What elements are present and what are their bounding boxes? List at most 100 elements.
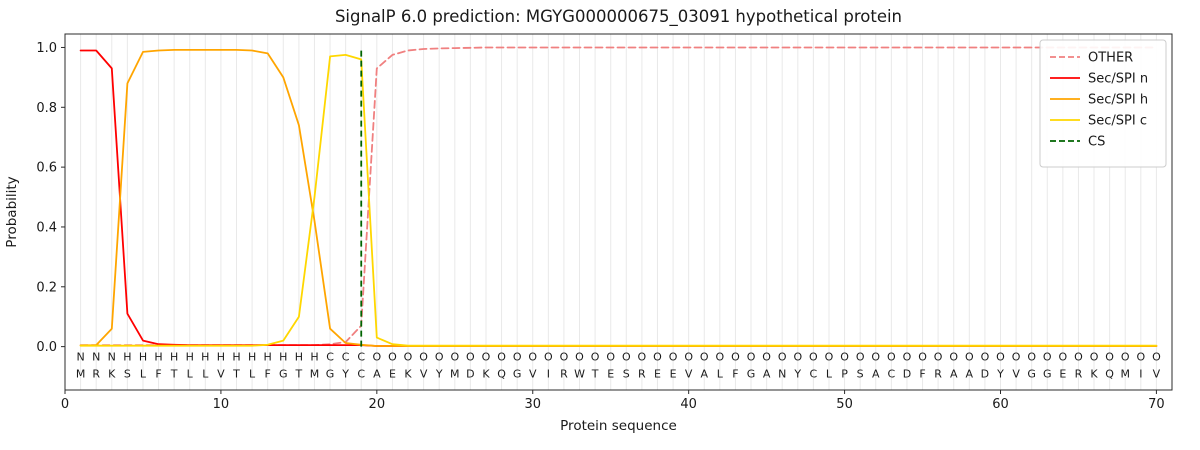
- svg-text:O: O: [482, 351, 491, 364]
- series-line-other: [79, 46, 1158, 346]
- svg-text:O: O: [528, 351, 537, 364]
- series-line-sec-spi-h: [79, 49, 1158, 347]
- svg-text:O: O: [856, 351, 865, 364]
- svg-text:V: V: [1153, 368, 1161, 381]
- svg-text:O: O: [544, 351, 553, 364]
- svg-text:Q: Q: [1105, 368, 1114, 381]
- svg-text:O: O: [669, 351, 678, 364]
- svg-text:Y: Y: [435, 368, 443, 381]
- svg-text:O: O: [809, 351, 818, 364]
- svg-text:O: O: [1090, 351, 1099, 364]
- plot-title: SignalP 6.0 prediction: MGYG000000675_03…: [335, 7, 902, 27]
- svg-text:G: G: [747, 368, 756, 381]
- svg-text:A: A: [950, 368, 958, 381]
- svg-text:40: 40: [680, 397, 697, 412]
- svg-text:F: F: [919, 368, 925, 381]
- svg-text:K: K: [404, 368, 412, 381]
- svg-text:O: O: [1043, 351, 1052, 364]
- svg-text:0: 0: [61, 397, 69, 412]
- svg-text:0.6: 0.6: [36, 161, 57, 176]
- svg-text:H: H: [123, 351, 131, 364]
- svg-text:V: V: [685, 368, 693, 381]
- svg-text:O: O: [918, 351, 927, 364]
- svg-text:O: O: [949, 351, 958, 364]
- svg-text:10: 10: [213, 397, 230, 412]
- svg-text:R: R: [92, 368, 100, 381]
- svg-text:H: H: [232, 351, 240, 364]
- svg-text:L: L: [249, 368, 256, 381]
- legend-label: Sec/SPI n: [1088, 71, 1148, 86]
- y-axis-ticks: 0.0 0.2 0.4 0.6 0.8 1.0: [36, 41, 65, 355]
- svg-text:0.2: 0.2: [36, 280, 57, 295]
- legend-label: Sec/SPI c: [1088, 113, 1147, 128]
- svg-text:C: C: [342, 351, 350, 364]
- legend-label: CS: [1088, 134, 1105, 149]
- svg-text:O: O: [747, 351, 756, 364]
- svg-text:E: E: [670, 368, 677, 381]
- svg-text:O: O: [1121, 351, 1130, 364]
- svg-text:O: O: [560, 351, 569, 364]
- svg-text:G: G: [1043, 368, 1052, 381]
- svg-text:C: C: [888, 368, 896, 381]
- svg-text:F: F: [732, 368, 738, 381]
- svg-text:O: O: [762, 351, 771, 364]
- svg-text:C: C: [357, 351, 365, 364]
- svg-text:A: A: [373, 368, 381, 381]
- svg-text:S: S: [623, 368, 630, 381]
- svg-text:M: M: [76, 368, 86, 381]
- svg-text:M: M: [1120, 368, 1130, 381]
- svg-text:F: F: [155, 368, 161, 381]
- svg-text:O: O: [1105, 351, 1114, 364]
- svg-text:E: E: [1059, 368, 1066, 381]
- svg-text:O: O: [638, 351, 647, 364]
- svg-text:50: 50: [836, 397, 853, 412]
- svg-text:Y: Y: [996, 368, 1004, 381]
- svg-text:O: O: [575, 351, 584, 364]
- svg-text:K: K: [1090, 368, 1098, 381]
- svg-text:A: A: [966, 368, 974, 381]
- svg-text:H: H: [217, 351, 225, 364]
- svg-text:E: E: [389, 368, 396, 381]
- svg-text:70: 70: [1148, 397, 1165, 412]
- svg-text:0.8: 0.8: [36, 101, 57, 116]
- svg-text:30: 30: [524, 397, 541, 412]
- svg-text:I: I: [1139, 368, 1142, 381]
- svg-text:L: L: [202, 368, 209, 381]
- svg-text:I: I: [547, 368, 550, 381]
- svg-text:S: S: [857, 368, 864, 381]
- y-axis-label: Probability: [4, 176, 20, 247]
- legend: OTHER Sec/SPI n Sec/SPI h Sec/SPI c CS: [1039, 39, 1167, 168]
- svg-text:N: N: [76, 351, 84, 364]
- svg-text:T: T: [295, 368, 303, 381]
- svg-text:H: H: [248, 351, 256, 364]
- svg-text:O: O: [1152, 351, 1161, 364]
- svg-text:Q: Q: [497, 368, 506, 381]
- x-axis-label: Protein sequence: [560, 418, 677, 434]
- svg-text:R: R: [638, 368, 646, 381]
- svg-text:R: R: [560, 368, 568, 381]
- series-lines: [79, 46, 1158, 347]
- svg-text:N: N: [92, 351, 100, 364]
- svg-text:N: N: [108, 351, 116, 364]
- svg-text:V: V: [1012, 368, 1020, 381]
- svg-text:O: O: [404, 351, 413, 364]
- svg-text:O: O: [700, 351, 709, 364]
- svg-text:T: T: [170, 368, 178, 381]
- svg-text:R: R: [934, 368, 942, 381]
- svg-text:O: O: [1012, 351, 1021, 364]
- svg-text:O: O: [731, 351, 740, 364]
- svg-text:C: C: [810, 368, 818, 381]
- legend-label: Sec/SPI h: [1088, 92, 1148, 107]
- svg-text:O: O: [981, 351, 990, 364]
- svg-text:G: G: [279, 368, 288, 381]
- svg-text:A: A: [700, 368, 708, 381]
- svg-text:O: O: [622, 351, 631, 364]
- svg-text:L: L: [140, 368, 147, 381]
- svg-text:O: O: [793, 351, 802, 364]
- svg-text:O: O: [716, 351, 725, 364]
- svg-text:1.0: 1.0: [36, 41, 57, 56]
- svg-text:O: O: [606, 351, 615, 364]
